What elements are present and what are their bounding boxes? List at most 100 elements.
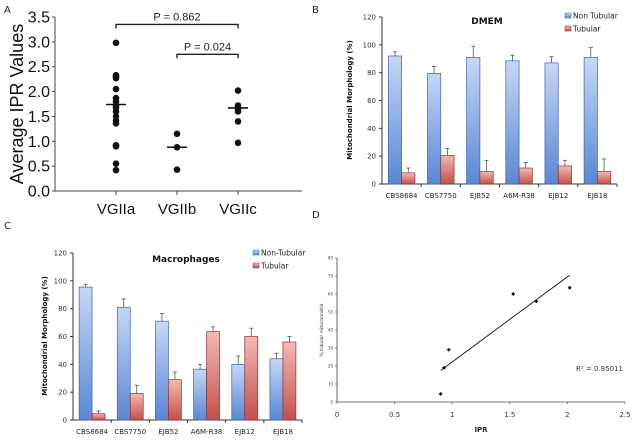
panel-c-y-tick-label: 80 [58, 305, 67, 313]
panel-b-x-tick-label: CBS8684 [386, 192, 418, 200]
panel-c-x-tick-label: EJB52 [158, 428, 178, 436]
panel-c-x-tick-label: CBS8684 [76, 428, 108, 436]
panel-c-y-axis-label: Mitochondrial Morphology (%) [41, 276, 49, 396]
panel-d-x-tick-label: 2 [565, 411, 569, 419]
panel-a-data-point [234, 139, 242, 147]
panel-c-x-tick-label: EJB18 [273, 428, 293, 436]
panel-d-x-axis-label: IPR [474, 426, 488, 434]
panel-d-x-tick-label: 0 [335, 411, 339, 419]
panel-a-significance-bracket [115, 23, 239, 29]
panel-a-y-tick-label: 2.5 [28, 59, 50, 76]
panel-d-y-tick-label: 50 [328, 310, 334, 315]
panel-c-bar-tubular [244, 336, 259, 421]
panel-a-p-value: P = 0.862 [153, 11, 200, 23]
legend-label-tubular: Tubular [572, 25, 601, 34]
panel-b-y-tick-label: 20 [367, 153, 376, 161]
panel-a-data-point [234, 87, 242, 94]
panel-b-bar-non-tubular [544, 62, 559, 185]
panel-d-y-tick-label: 10 [328, 382, 334, 387]
panel-b-y-tick-label: 60 [367, 97, 376, 105]
panel-a-y-tick-label: 2.0 [28, 84, 50, 101]
panel-b-y-tick-label: 120 [363, 14, 376, 22]
panel-d-data-point [567, 285, 572, 290]
panel-letter-b: B [312, 5, 319, 16]
panel-c-y-tick-label: 60 [58, 333, 67, 341]
panel-d-data-point [534, 299, 539, 304]
panel-a-y-tick-label: 3.0 [28, 34, 50, 51]
panel-b-bar-tubular [440, 155, 455, 185]
panel-a-y-tick-label: 0.5 [28, 159, 50, 176]
panel-c-y-tick-label: 0 [63, 417, 67, 425]
panel-d-y-tick-label: 30 [328, 346, 334, 351]
panel-b-bar-non-tubular [505, 60, 520, 185]
panel-d-ipr-correlation: IPR % tubular mitochondria R² = 0.85011 … [319, 256, 631, 435]
panel-b-bar-non-tubular [583, 57, 598, 185]
panel-a-y-tick-label: 0.0 [28, 184, 50, 201]
panel-c-bar-tubular [91, 413, 106, 421]
panel-c-bar-non-tubular [193, 368, 207, 421]
panel-c-title: Macrophages [152, 255, 220, 265]
panel-b-title: DMEM [471, 17, 503, 27]
panel-b-bar-tubular [518, 167, 533, 185]
panel-d-y-tick-label: 0 [330, 400, 333, 405]
panel-b-y-tick-label: 100 [363, 41, 376, 49]
legend-label-non-tubular: Non Tubular [573, 12, 619, 21]
panel-a-data-point [112, 166, 120, 174]
panel-b-x-tick-label: EJB52 [470, 192, 490, 200]
panel-a-data-point [112, 74, 120, 82]
panel-d-data-point [446, 347, 451, 352]
panel-b-legend: Non Tubular Tubular [564, 12, 619, 34]
panel-d-y-tick-label: 70 [328, 274, 334, 279]
panel-b-x-tick-label: EJB18 [587, 192, 607, 200]
panel-b-bar-non-tubular [466, 57, 481, 185]
panel-b-y-tick-label: 40 [367, 125, 376, 133]
panel-a-y-tick-label: 3.5 [28, 10, 50, 27]
panel-c-x-tick-label: A6M-R38 [191, 428, 223, 436]
panel-a-data-point [112, 142, 120, 150]
panel-d-r-squared: R² = 0.85011 [576, 365, 623, 373]
panel-c-y-tick-label: 40 [58, 361, 67, 369]
panel-d-data-point [442, 365, 447, 370]
panel-letter-c: C [4, 221, 11, 232]
legend-swatch-non-tubular [252, 249, 260, 256]
panel-a-y-axis-label: Average IPR Values [7, 24, 27, 184]
panel-a-significance-bracket [176, 53, 239, 59]
panel-c-legend: Non-Tubular Tubular [252, 249, 306, 271]
panel-b-y-tick-label: 0 [372, 181, 376, 189]
panel-c-bar-tubular [282, 341, 297, 421]
panel-d-data-point [438, 391, 443, 396]
panel-b-x-tick-label: EJB12 [548, 192, 568, 200]
panel-c-y-tick-label: 100 [54, 277, 67, 285]
panel-b-x-tick-label: CBS7750 [425, 192, 457, 200]
panel-a-x-tick-label: VGIIc [219, 201, 257, 218]
panel-a-data-point [112, 85, 120, 93]
panel-d-y-tick-label: 20 [328, 364, 334, 369]
panel-c-x-tick-label: EJB12 [235, 428, 255, 436]
panel-a-data-point [234, 108, 242, 115]
panel-c-y-tick-label: 20 [58, 389, 67, 397]
panel-b-y-tick-label: 80 [367, 69, 376, 77]
panel-c-bar-non-tubular [269, 358, 284, 421]
panel-c-bar-non-tubular [78, 286, 93, 421]
panel-a-p-value: P = 0.024 [184, 41, 231, 53]
panel-d-y-tick-label: 60 [328, 292, 334, 297]
panel-d-x-tick-label: 1 [450, 411, 454, 419]
panel-a-y-tick-label: 1.0 [28, 134, 50, 151]
panel-b-y-axis-label: Mitochondrial Morphology (%) [346, 40, 354, 160]
panel-a-y-tick-label: 1.5 [28, 109, 50, 126]
panel-c-bar-non-tubular [116, 306, 131, 421]
panel-d-y-axis-label: % tubular mitochondria [319, 303, 325, 356]
panel-a-ipr-scatter: Average IPR Values 0.0 0.5 1.0 1.5 2.0 2.5 3.0… [7, 10, 302, 218]
panel-d-data-point [511, 292, 516, 296]
legend-label-tubular: Tubular [260, 262, 289, 271]
panel-b-bar-tubular [597, 171, 612, 185]
panel-a-x-tick-label: VGIIb [158, 201, 196, 218]
panel-d-x-tick-label: 2.5 [619, 411, 630, 419]
panel-c-bar-tubular [168, 379, 182, 421]
panel-c-bar-non-tubular [231, 363, 246, 421]
panel-c-y-tick-label: 120 [54, 250, 67, 258]
panel-c-bar-tubular [206, 331, 220, 421]
legend-swatch-tubular [564, 25, 572, 32]
legend-label-non-tubular: Non-Tubular [261, 249, 306, 258]
panel-d-x-tick-label: 1.5 [504, 411, 515, 419]
